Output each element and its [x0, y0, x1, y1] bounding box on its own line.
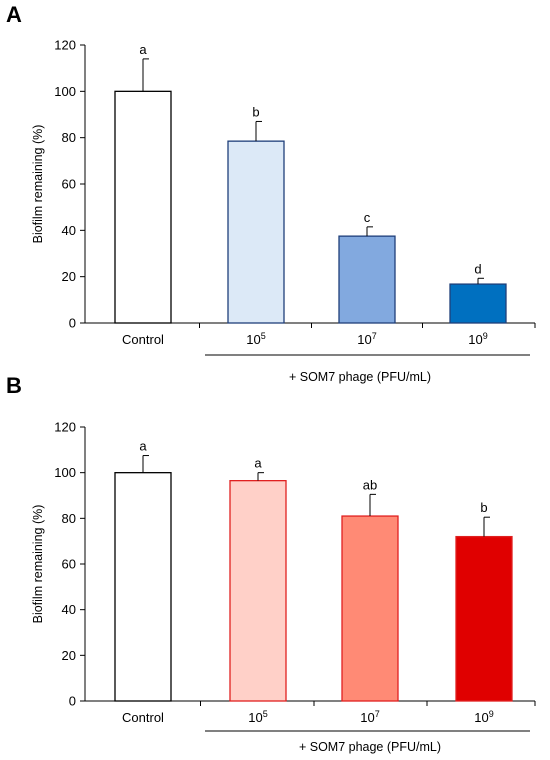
panel-b-bar [341, 515, 399, 702]
panel-b-group-label: + SOM7 phage (PFU/mL) [299, 740, 441, 754]
panel-b-label: B [6, 373, 22, 398]
panel-a-y-tick-label: 80 [62, 130, 76, 145]
panel-b-x-tick-label: Control [122, 710, 164, 725]
panel-a-y-tick-label: 40 [62, 223, 76, 238]
panel-a-y-tick-label: 20 [62, 269, 76, 284]
panel-b-x-tick-label: 107 [360, 709, 379, 725]
panel-b-y-tick-label: 80 [62, 511, 76, 526]
panel-b-y-tick-label: 120 [54, 420, 76, 435]
panel-b-bar [114, 472, 172, 702]
panel-a-x-tick-label: 107 [357, 331, 376, 347]
panel-a-chart: 0 20 40 60 80 100 120 Biofilm remaining (%) a Con… [31, 38, 536, 384]
panel-a-bar [227, 140, 285, 324]
panel-b-y-axis-title: Biofilm remaining (%) [31, 505, 45, 624]
panel-a-y-tick-label: 0 [69, 316, 76, 331]
panel-a-significance-letter: b [252, 104, 259, 119]
panel-b-bar [455, 535, 513, 702]
panel-a-x-tick-label: 109 [468, 331, 487, 347]
panel-a-group-label: + SOM7 phage (PFU/mL) [289, 370, 431, 384]
panel-b-x-tick-label: 105 [248, 709, 267, 725]
panel-b-y-tick-label: 60 [62, 557, 76, 572]
panel-a-label: A [6, 2, 22, 27]
panel-a-bar [338, 235, 396, 324]
panel-b-significance-letter: ab [363, 477, 377, 492]
panel-b-y-tick-label: 40 [62, 602, 76, 617]
panel-b-y-tick-label: 20 [62, 648, 76, 663]
panel-b-chart: 0 20 40 60 80 100 120 Biofilm remaining (%) a Con… [31, 420, 536, 754]
panel-b-significance-letter: a [254, 456, 262, 471]
panel-a-y-axis-title: Biofilm remaining (%) [31, 125, 45, 244]
panel-a-bar [114, 90, 172, 324]
panel-b-y-tick-label: 0 [69, 694, 76, 709]
panel-b-y-tick-label: 100 [54, 465, 76, 480]
panel-a-x-tick-label: 105 [246, 331, 265, 347]
panel-b-x-tick-label: 109 [474, 709, 493, 725]
panel-a-x-tick-label: Control [122, 332, 164, 347]
panel-b-bar [229, 480, 287, 702]
panel-a-y-tick-label: 100 [54, 84, 76, 99]
panel-a-significance-letter: a [139, 42, 147, 57]
panel-b-significance-letter: a [139, 439, 147, 454]
panel-a-y-tick-label: 120 [54, 38, 76, 53]
panel-b-significance-letter: b [480, 500, 487, 515]
panel-a-bar [449, 283, 507, 324]
panel-a-significance-letter: d [474, 261, 481, 276]
panel-a-significance-letter: c [364, 210, 371, 225]
panel-a-y-tick-label: 60 [62, 177, 76, 192]
